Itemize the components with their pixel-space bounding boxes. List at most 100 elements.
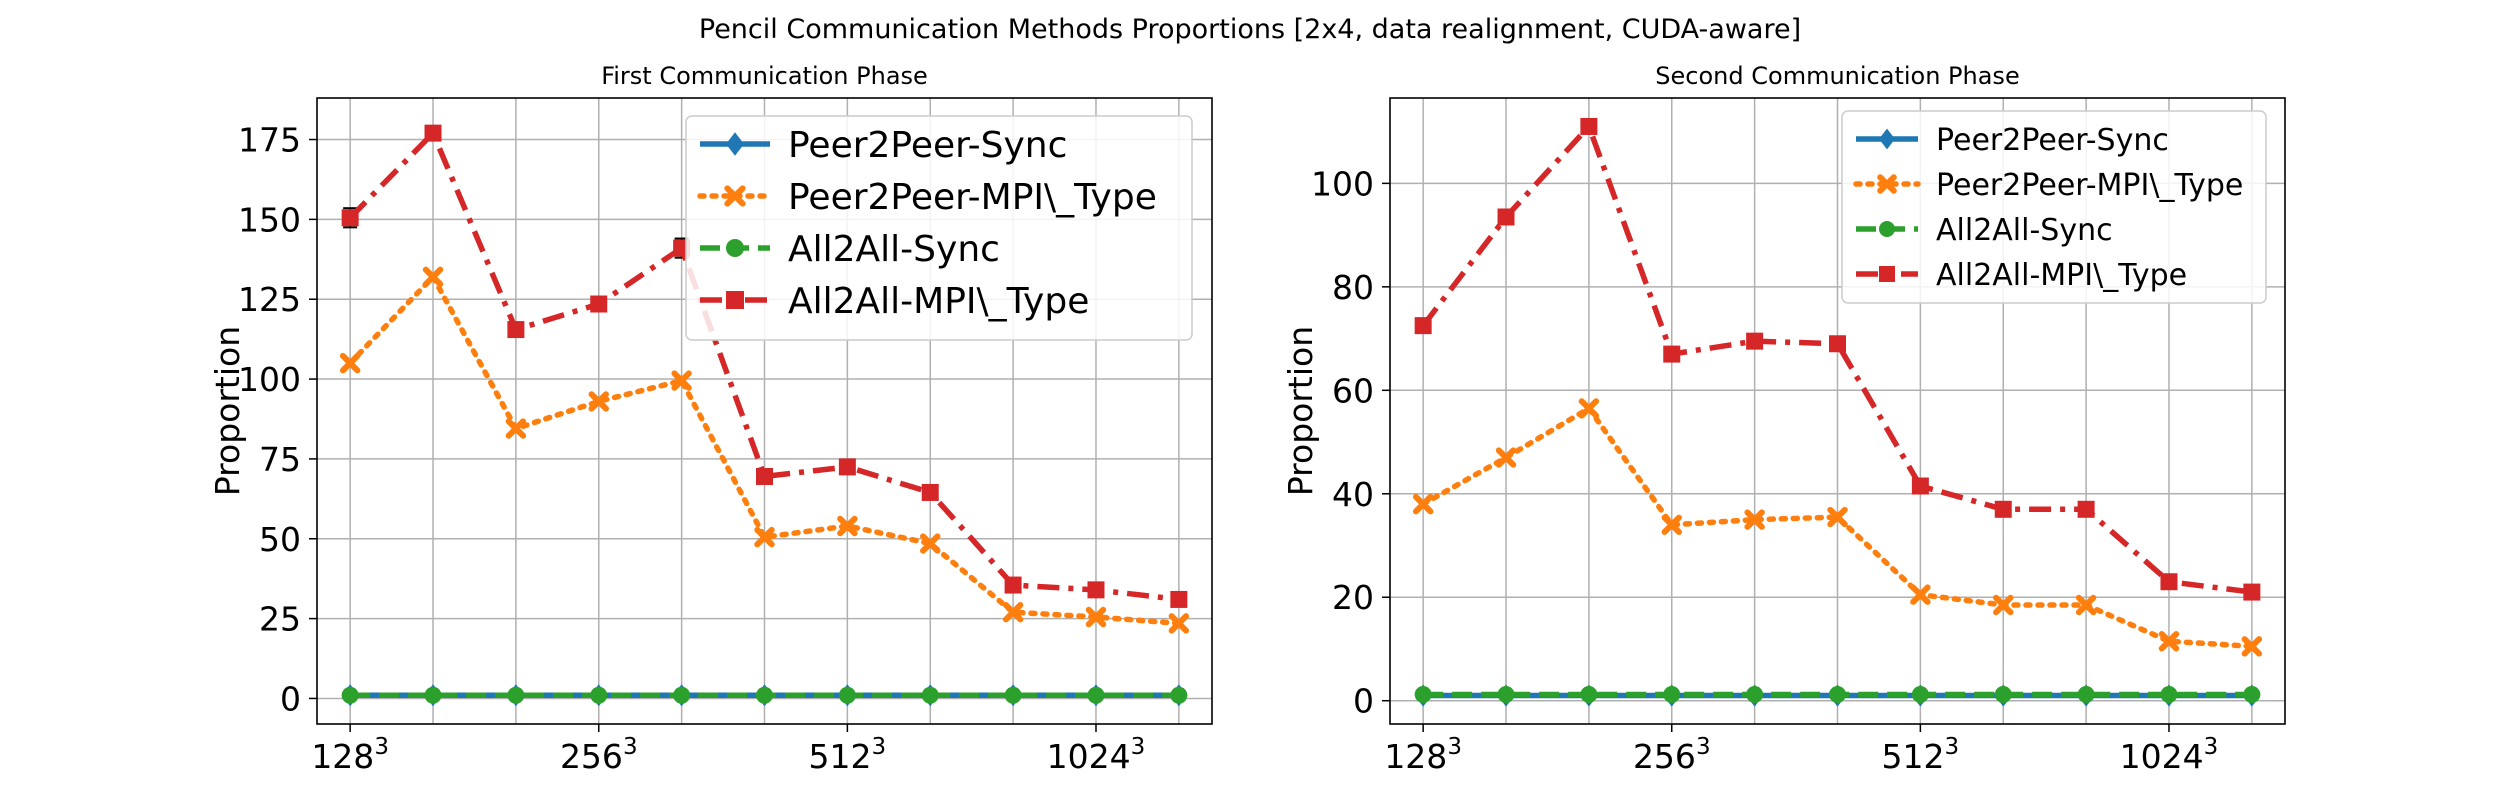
x-tick-label: 2563 <box>560 734 638 776</box>
legend: Peer2Peer-Sync Peer2Peer-MPI\_Type All2All… <box>685 115 1193 341</box>
data-point <box>588 391 609 412</box>
data-point <box>1994 500 2012 518</box>
data-point <box>1412 493 1434 515</box>
data-point <box>505 418 527 439</box>
data-point <box>2241 636 2263 657</box>
y-tick-label: 150 <box>238 200 301 239</box>
data-point <box>671 370 692 391</box>
plot-frame <box>1389 97 2286 725</box>
y-tick-label: 40 <box>1332 475 1374 514</box>
data-point <box>1170 686 1188 704</box>
legend-marker <box>726 132 744 156</box>
series-line <box>348 130 1180 603</box>
data-point <box>2075 594 2097 616</box>
y-tick-label: 175 <box>238 121 301 160</box>
data-point <box>2160 573 2178 591</box>
data-point <box>507 321 525 339</box>
series-all2all-mpi-type <box>341 124 1188 608</box>
data-point <box>756 686 773 704</box>
data-point <box>1170 590 1188 608</box>
data-point <box>921 686 939 704</box>
data-point <box>838 686 856 704</box>
y-tick-label: 100 <box>1311 164 1374 203</box>
legend-label: Peer2Peer-MPI\_Type <box>788 177 1157 218</box>
data-point <box>1910 584 1931 605</box>
y-tick-label: 0 <box>1353 682 1374 721</box>
data-point <box>1168 613 1190 634</box>
data-point <box>1663 345 1681 363</box>
legend-box <box>1841 110 2267 304</box>
legend-marker <box>726 291 744 309</box>
data-point <box>1497 208 1515 226</box>
y-tick-label: 20 <box>1332 578 1374 617</box>
data-point <box>2160 686 2178 704</box>
data-point <box>1002 601 1024 623</box>
y-tick-label: 60 <box>1332 371 1374 410</box>
x-tick-label: 10243 <box>2120 734 2219 776</box>
legend-marker <box>1879 221 1895 237</box>
series-line <box>1420 123 2253 595</box>
x-tick-label: 2563 <box>1633 734 1711 776</box>
data-point <box>422 266 444 288</box>
data-point <box>1911 477 1929 495</box>
series-peer2peer-mpi-type <box>339 266 1190 634</box>
data-point <box>1004 686 1022 704</box>
data-point <box>1578 398 1600 419</box>
data-point <box>590 295 608 313</box>
series-peer2peer-mpi-type <box>1412 398 2263 657</box>
data-point <box>920 533 941 554</box>
data-point <box>507 686 525 704</box>
data-point <box>341 686 359 704</box>
data-point <box>1087 686 1105 704</box>
data-point <box>1993 594 2014 616</box>
data-point <box>1827 506 1848 528</box>
legend-label: Peer2Peer-MPI\_Type <box>1936 168 2243 203</box>
x-tick-label: 5123 <box>809 734 887 776</box>
data-point <box>754 526 775 548</box>
data-point <box>590 686 608 704</box>
x-tick-label: 10243 <box>1047 734 1146 776</box>
y-tick-label: 25 <box>259 600 301 639</box>
data-point <box>1744 509 1765 530</box>
chart-first-communication-phase: 0 25 50 75 100 125 150 175 1283 2563 5123 10243 Firs… <box>208 62 1213 776</box>
series-all2all-sync <box>341 686 1188 704</box>
legend-marker <box>1879 128 1895 150</box>
data-point <box>1580 117 1598 135</box>
legend-label: All2All-MPI\_Type <box>788 281 1089 322</box>
data-point <box>2243 583 2261 601</box>
data-point <box>673 686 691 704</box>
legend-marker <box>724 185 746 207</box>
data-point <box>341 209 359 227</box>
data-point <box>1085 606 1107 628</box>
figure-title: Pencil Communication Methods Proportions… <box>699 14 1801 45</box>
plot-frame <box>316 97 1213 725</box>
data-point <box>2077 686 2095 704</box>
data-point <box>339 352 361 374</box>
series-all2all-mpi-type <box>1414 117 2261 601</box>
data-point <box>1495 447 1517 468</box>
legend-marker <box>726 239 744 257</box>
data-point <box>756 467 773 485</box>
series-line <box>1420 405 2255 650</box>
data-point <box>1746 332 1764 350</box>
data-point <box>2158 630 2180 652</box>
legend-label: Peer2Peer-Sync <box>788 125 1067 166</box>
data-point <box>1414 686 1432 704</box>
legend-box <box>685 115 1193 341</box>
data-point <box>2243 686 2261 704</box>
x-tick-label: 1283 <box>311 734 389 776</box>
data-point <box>1661 514 1682 536</box>
y-tick-label: 80 <box>1332 268 1374 307</box>
data-point <box>1829 335 1846 353</box>
data-point <box>1580 686 1598 704</box>
y-tick-label: 75 <box>259 440 301 479</box>
legend-label: All2All-Sync <box>788 229 1000 270</box>
data-point <box>1663 686 1681 704</box>
data-point <box>424 124 442 142</box>
data-point <box>1087 581 1105 599</box>
chart-title: Second Communication Phase <box>1655 62 2019 90</box>
x-tick-label: 1283 <box>1384 734 1462 776</box>
x-tick-label: 5123 <box>1882 734 1960 776</box>
data-point <box>1497 686 1515 704</box>
